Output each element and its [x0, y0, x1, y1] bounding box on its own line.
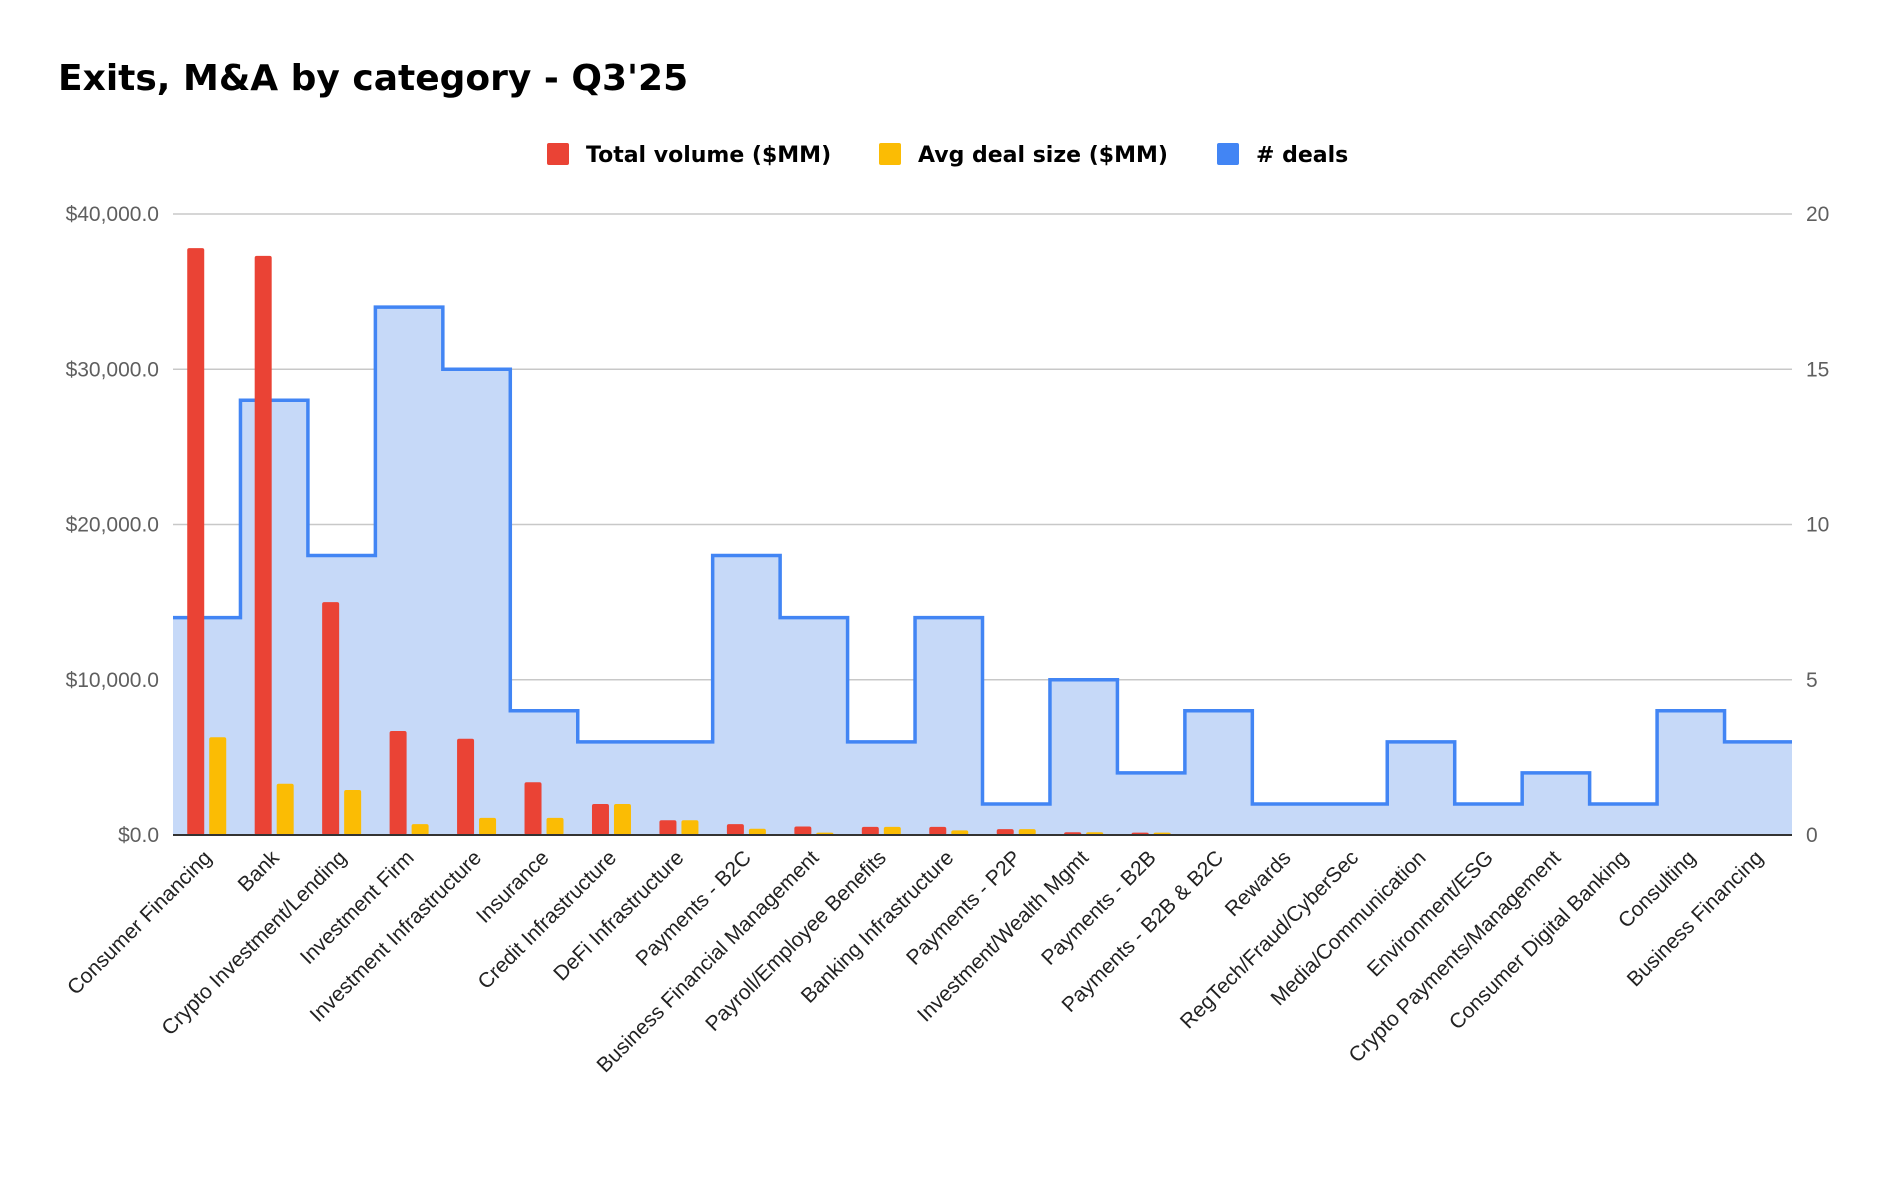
left-tick-label: $20,000.0: [66, 514, 159, 537]
right-tick-label: 20: [1806, 203, 1829, 226]
legend-label-deals: # deals: [1256, 143, 1348, 168]
bar-avg-deal-size: [613, 803, 631, 835]
category-label: Consumer Financing: [63, 846, 216, 999]
left-tick-label: $40,000.0: [66, 203, 159, 226]
bar-total-volume: [591, 803, 609, 835]
deals-area: [173, 305, 1792, 835]
left-axis: $0.0 $10,000.0 $20,000.0 $30,000.0 $40,000.0: [66, 203, 1792, 847]
legend-label-total-volume: Total volume ($MM): [586, 143, 831, 168]
bar-total-volume: [794, 826, 812, 835]
bar-total-volume: [389, 730, 407, 835]
category-label: DeFi Infrastructure: [549, 846, 688, 985]
bar-avg-deal-size: [681, 820, 699, 835]
bar-total-volume: [996, 829, 1014, 835]
bar-avg-deal-size: [883, 826, 901, 835]
bar-avg-deal-size: [276, 783, 294, 835]
bar-total-volume: [254, 255, 272, 836]
legend-swatch-deals: [1217, 143, 1239, 165]
bar-total-volume: [929, 826, 947, 835]
category-label: Business Financing: [1623, 846, 1768, 991]
bar-avg-deal-size: [344, 789, 362, 835]
left-tick-label: $10,000.0: [66, 669, 159, 692]
right-tick-label: 15: [1806, 358, 1829, 381]
right-axis: 0 5 10 15 20: [1806, 203, 1829, 847]
category-label: Payments - B2B: [1037, 846, 1161, 970]
bar-total-volume: [187, 248, 205, 835]
bar-total-volume: [524, 782, 542, 835]
bar-total-volume: [659, 820, 677, 835]
category-label: Payments - P2P: [902, 846, 1026, 970]
legend-swatch-total-volume: [547, 143, 569, 165]
left-tick-label: $30,000.0: [66, 358, 159, 381]
bar-total-volume: [457, 738, 475, 835]
right-tick-label: 10: [1806, 514, 1829, 537]
legend-swatch-avg-deal-size: [879, 143, 901, 165]
bar-avg-deal-size: [479, 817, 497, 835]
bars: [187, 248, 1171, 836]
category-label: Investment Firm: [296, 846, 419, 969]
category-label: Environment/ESG: [1363, 846, 1498, 981]
chart-title: Exits, M&A by category - Q3'25: [58, 58, 688, 99]
category-label: Payments - B2C: [632, 846, 756, 970]
bar-total-volume: [861, 826, 879, 835]
right-tick-label: 5: [1806, 669, 1818, 692]
bar-total-volume: [322, 602, 340, 835]
legend-label-avg-deal-size: Avg deal size ($MM): [918, 143, 1168, 168]
bar-total-volume: [726, 824, 744, 835]
left-tick-label: $0.0: [118, 824, 159, 847]
bar-avg-deal-size: [951, 830, 969, 835]
bar-avg-deal-size: [748, 828, 766, 835]
bar-avg-deal-size: [546, 817, 564, 835]
bar-avg-deal-size: [411, 824, 429, 835]
bar-avg-deal-size: [1018, 829, 1036, 835]
category-label: Bank: [234, 846, 284, 896]
legend: Total volume ($MM) Avg deal size ($MM) #…: [547, 143, 1348, 168]
right-tick-label: 0: [1806, 824, 1818, 847]
bar-avg-deal-size: [209, 737, 227, 835]
deals-step-line: [173, 305, 1792, 806]
